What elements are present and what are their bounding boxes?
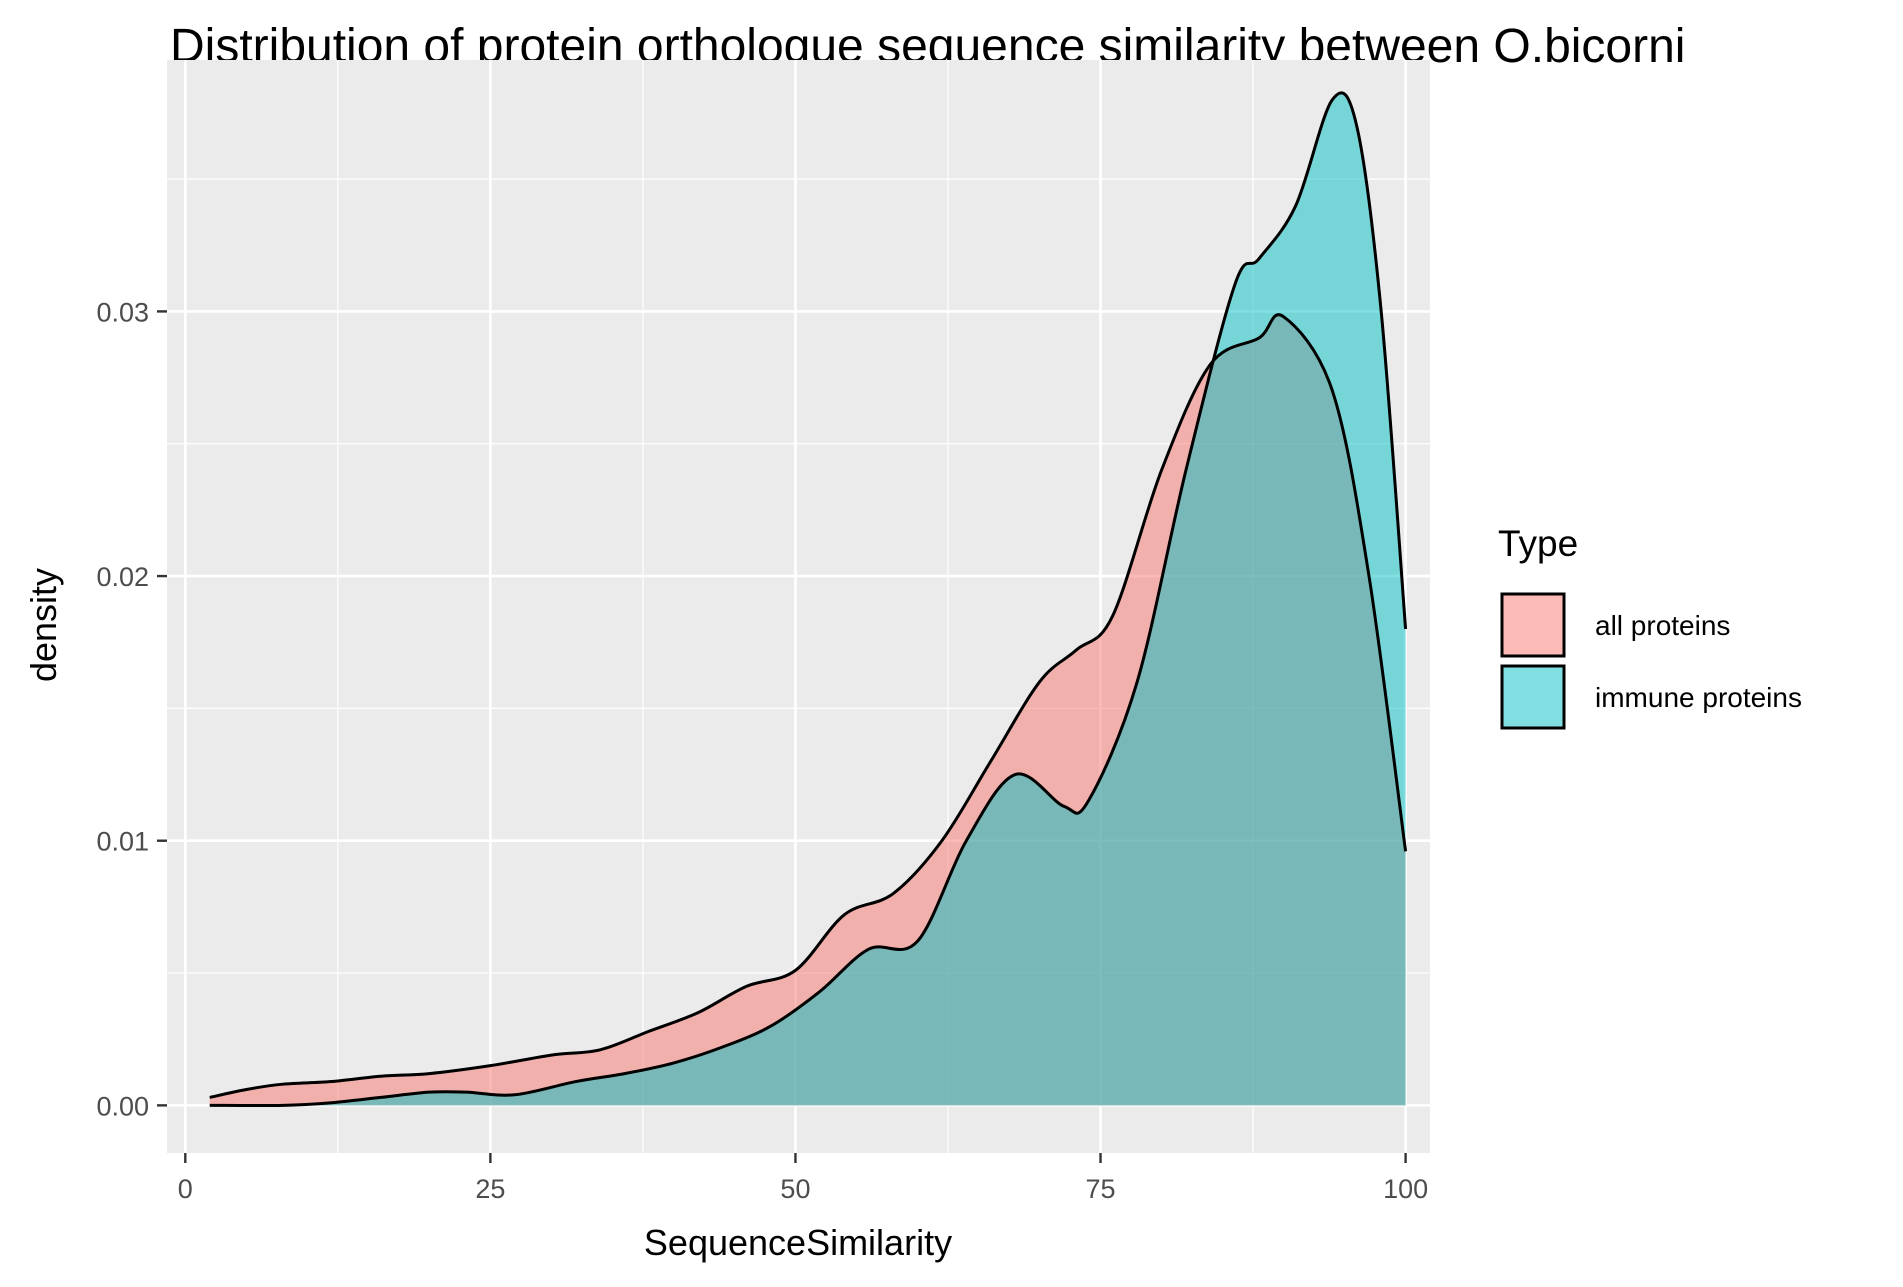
legend: Type all proteins immune proteins <box>1498 523 1802 731</box>
x-tick-label: 100 <box>1383 1174 1428 1204</box>
line-all-proteins <box>209 313 1408 1099</box>
axes: 0 25 50 75 100 0.00 0.01 0.02 0.03 <box>96 297 1428 1204</box>
x-tick-label: 0 <box>178 1174 193 1204</box>
y-tick-label: 0.00 <box>96 1091 149 1121</box>
legend-label-immune-proteins: immune proteins <box>1595 682 1802 713</box>
y-tick-label: 0.02 <box>96 562 149 592</box>
legend-title: Type <box>1498 523 1578 564</box>
line-immune-proteins <box>209 91 1408 1108</box>
x-axis-title: SequenceSimilarity <box>644 1222 952 1263</box>
legend-label-all-proteins: all proteins <box>1595 610 1730 641</box>
legend-key-immune-proteins <box>1500 664 1566 730</box>
x-tick-label: 50 <box>780 1174 810 1204</box>
x-tick-label: 25 <box>475 1174 505 1204</box>
legend-keys: all proteins immune proteins <box>1499 591 1802 731</box>
y-axis-title: density <box>23 568 64 682</box>
y-tick-label: 0.03 <box>96 297 149 327</box>
y-tick-label: 0.01 <box>96 827 149 857</box>
x-tick-label: 75 <box>1085 1174 1115 1204</box>
legend-key-all-proteins <box>1500 592 1566 658</box>
area-immune-proteins <box>209 92 1406 1106</box>
density-areas <box>209 91 1408 1108</box>
